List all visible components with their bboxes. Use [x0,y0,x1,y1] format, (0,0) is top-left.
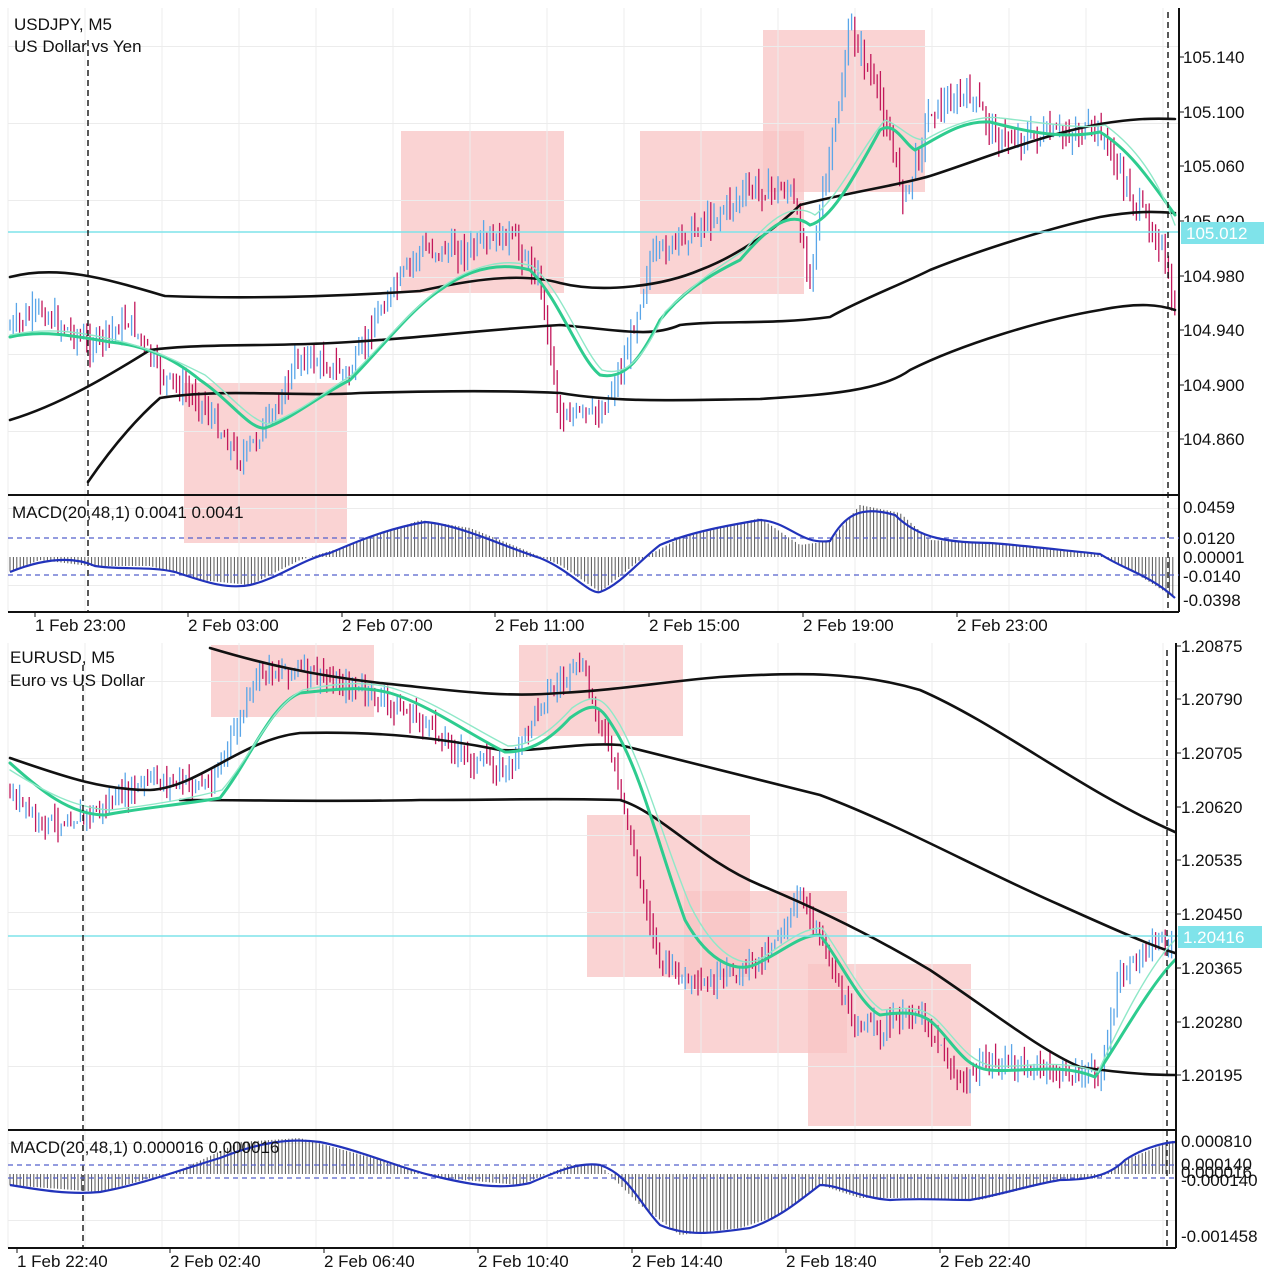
macd-axis-label: -0.0398 [1183,591,1241,610]
time-label: 2 Feb 14:40 [632,1252,723,1271]
price-label: 1.20620 [1181,798,1242,817]
usdjpy-current-price-tag [1181,222,1264,244]
eurusd-macd-label: MACD(20,48,1) 0.000016 0.000016 [10,1138,279,1157]
lower-band [178,797,1177,1077]
time-label: 2 Feb 19:00 [803,616,894,635]
price-label: 1.20790 [1181,690,1242,709]
usdjpy-macd-axis-labels: 0.0459 0.0120 0.00001 -0.0140 -0.0398 [1183,498,1244,610]
time-label: 1 Feb 22:40 [17,1252,108,1271]
middle-band [8,210,1177,422]
eurusd-chart[interactable]: EURUSD, M5 Euro vs US Dollar 1.20875 1.2… [7,637,1262,1271]
price-label: 1.20365 [1181,959,1242,978]
usdjpy-chart[interactable]: USDJPY, M5 US Dollar vs Yen 105.140 105.… [7,8,1264,635]
usdjpy-macd-signal-line [9,510,1176,599]
usdjpy-candles [9,13,1176,475]
usdjpy-current-price-text: 105.012 [1186,224,1247,243]
usdjpy-time-labels: 1 Feb 23:00 2 Feb 03:00 2 Feb 07:00 2 Fe… [34,612,1048,635]
usdjpy-grid [7,8,1178,612]
time-label: 2 Feb 10:40 [478,1252,569,1271]
usdjpy-description: US Dollar vs Yen [14,37,142,56]
usdjpy-macd-label: MACD(20,48,1) 0.0041 0.0041 [12,503,244,522]
eurusd-bands [8,646,1177,1079]
macd-axis-label: 0.000016 [1181,1163,1252,1182]
usdjpy-highlight-zones [184,30,925,543]
macd-axis-label: -0.000140 [1181,1171,1258,1190]
macd-axis-label: 0.000810 [1181,1132,1252,1151]
ema-slow [9,116,1176,425]
eurusd-macd-signal-line [9,1139,1176,1234]
macd-axis-label: -0.0140 [1183,567,1241,586]
upper-band [208,646,1177,834]
zone [808,964,971,1126]
price-label: 1.20535 [1181,851,1242,870]
price-label: 1.20875 [1181,637,1242,656]
usdjpy-macd-histogram [9,505,1174,597]
price-label: 1.20705 [1181,744,1242,763]
usdjpy-price-labels: 105.140 105.100 105.060 105.020 104.980 … [1179,48,1244,449]
eurusd-current-price-tag [1178,926,1262,948]
lower-band [86,303,1177,484]
usdjpy-bands [8,116,1177,484]
zone [763,30,925,192]
price-label: 1.20280 [1181,1013,1242,1032]
eurusd-time-labels: 1 Feb 22:40 2 Feb 02:40 2 Feb 06:40 2 Fe… [16,1248,1031,1271]
price-label: 1.20195 [1181,1066,1242,1085]
time-label: 2 Feb 15:00 [649,616,740,635]
macd-axis-label: -0.001458 [1181,1227,1258,1246]
macd-axis-label: 0.0459 [1183,498,1235,517]
eurusd-symbol-title: EURUSD, M5 [10,648,115,667]
macd-axis-label: 0.000140 [1181,1155,1252,1174]
price-label: 105.100 [1183,103,1244,122]
eurusd-price-labels: 1.20875 1.20790 1.20705 1.20620 1.20535 … [1176,637,1242,1085]
time-label: 2 Feb 06:40 [324,1252,415,1271]
price-label: 105.140 [1183,48,1244,67]
eurusd-grid [7,643,1176,1248]
time-label: 2 Feb 03:00 [188,616,279,635]
time-label: 2 Feb 02:40 [170,1252,261,1271]
time-label: 1 Feb 23:00 [35,616,126,635]
macd-axis-label: 0.0120 [1183,529,1235,548]
time-label: 2 Feb 18:40 [786,1252,877,1271]
upper-band [8,117,1177,299]
middle-band [8,731,1177,955]
time-label: 2 Feb 07:00 [342,616,433,635]
ema-slow [9,682,1176,1073]
eurusd-current-price-text: 1.20416 [1183,928,1244,947]
usdjpy-symbol-title: USDJPY, M5 [14,15,112,34]
time-label: 2 Feb 22:40 [940,1252,1031,1271]
price-label: 104.860 [1183,430,1244,449]
ema-fast [8,120,1177,430]
price-label: 104.980 [1183,267,1244,286]
price-label: 1.20450 [1181,905,1242,924]
time-label: 2 Feb 11:00 [495,616,584,635]
eurusd-macd-axis-labels: 0.000810 0.000140 0.000016 -0.000140 -0.… [1181,1132,1258,1246]
price-label: 105.060 [1183,157,1244,176]
price-label: 104.900 [1183,376,1244,395]
eurusd-description: Euro vs US Dollar [10,671,145,690]
macd-axis-label: 0.00001 [1183,548,1244,567]
price-label: 104.940 [1183,321,1244,340]
time-label: 2 Feb 23:00 [957,616,1048,635]
